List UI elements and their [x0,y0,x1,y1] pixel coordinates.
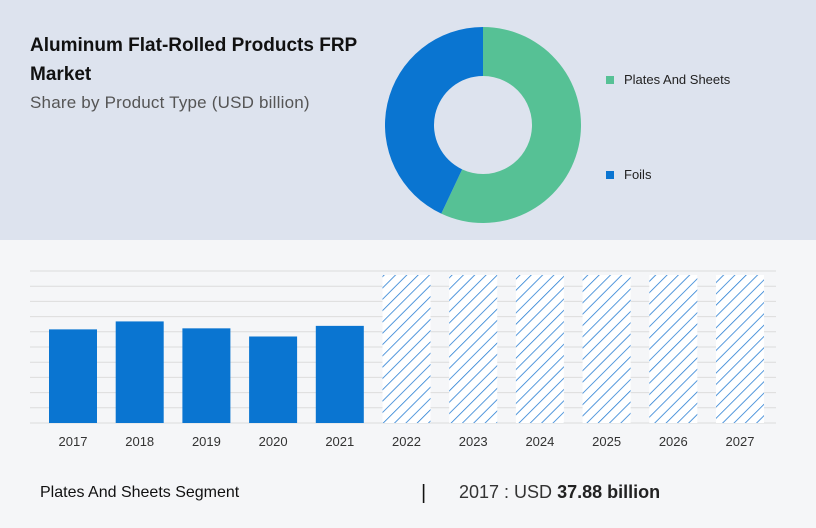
bar-2021 [315,325,364,423]
x-tick-2017: 2017 [59,434,88,449]
bar-forecast-2024 [515,275,564,423]
footer-divider: | [421,482,427,504]
legend-item-plates: Plates And Sheets [606,72,730,87]
bar-2017 [49,329,97,423]
legend-label-plates: Plates And Sheets [624,72,731,87]
bar-chart: 2017 2018 2019 2020 2021 2022 2023 2024 2025 2026… [30,270,776,449]
page-title: Aluminum Flat-Rolled Products FRP Market [30,35,357,85]
bar-forecast-2027 [716,275,764,423]
bar-2019 [182,328,231,423]
x-tick-2018: 2018 [125,434,154,449]
legend-swatch-plates [606,75,614,84]
x-tick-2022: 2022 [392,434,421,449]
legend-item-foils: Foils [606,167,651,182]
bar-2020 [249,336,298,423]
bar-forecast-2023 [449,275,498,423]
x-tick-2024: 2024 [525,434,554,449]
segment-value: 2017 : USD 37.88 billion [459,482,660,503]
bar-2018 [115,321,164,423]
donut-slice-0 [441,27,581,223]
x-tick-2025: 2025 [592,434,621,449]
page-subtitle: Share by Product Type (USD billion) [30,93,310,112]
legend-label-foils: Foils [624,167,652,182]
donut-slice-1 [385,27,483,214]
x-tick-2019: 2019 [192,434,221,449]
x-tick-2027: 2027 [726,434,755,449]
bar-forecast-2022 [382,275,431,423]
segment-value-text: 37.88 billion [557,482,661,502]
segment-year-prefix: 2017 : USD [459,482,553,502]
donut-chart [385,27,581,223]
x-tick-2023: 2023 [459,434,488,449]
bar-forecast-2026 [649,275,698,423]
bar-forecast-2025 [582,275,631,423]
x-tick-2021: 2021 [325,434,354,449]
segment-label: Plates And Sheets Segment [40,484,240,501]
x-tick-2026: 2026 [659,434,688,449]
legend-swatch-foils [606,170,614,179]
x-tick-2020: 2020 [259,434,288,449]
